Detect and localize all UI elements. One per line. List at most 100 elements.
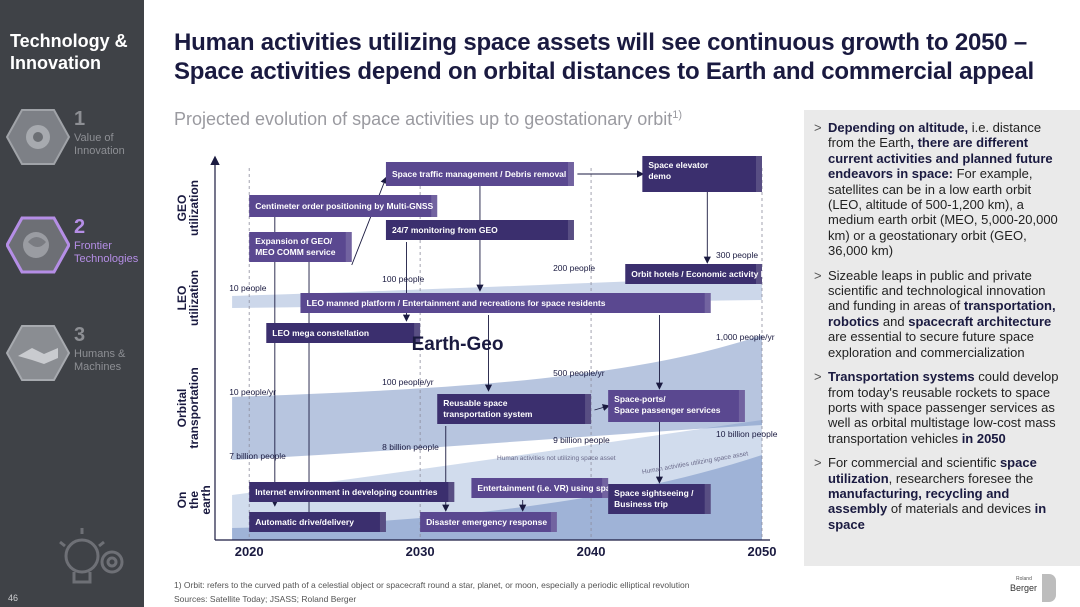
page-title-line-1: Human activities utilizing space assets … (174, 29, 1028, 56)
value-annotation: 10 billion people (716, 429, 778, 439)
activity-box: Disaster emergency response (420, 512, 557, 532)
sidebar-title: Technology & Innovation (10, 31, 128, 73)
sidebar-item-value-of-innovation[interactable]: 1 Value of Innovation (6, 108, 144, 172)
page-title: Human activities utilizing space assets … (174, 28, 1069, 86)
activity-box-label: Disaster emergency response (426, 517, 547, 527)
center-label: Earth-Geo (412, 334, 504, 355)
activity-box: Space sightseeing / Business trip (608, 484, 711, 514)
activity-box-line: demo (648, 171, 671, 181)
activity-box-fade (345, 232, 352, 262)
activity-box-label: Expansion of GEO/MEO COMM service (255, 236, 336, 257)
value-annotation: 200 people (553, 263, 595, 273)
activity-box-bg (385, 162, 574, 186)
page-number: 46 (8, 593, 19, 603)
activity-box-label: Space traffic management / Debris remova… (392, 169, 566, 179)
sidebar-item-frontier-technologies[interactable]: 2 Frontier Technologies (6, 216, 144, 280)
activity-box-label: 24/7 monitoring from GEO (392, 225, 498, 235)
activity-box: Space-ports/Space passenger services (608, 390, 745, 422)
row-label-text: LEOutilization (175, 270, 201, 326)
activity-box-label: LEO manned platform / Entertainment and … (306, 298, 605, 308)
row-label-part: utilization (187, 270, 201, 326)
insight-bullet: Transportation systems could develop fro… (814, 369, 1066, 446)
activity-box-bg (249, 482, 455, 502)
sidebar-item-humans-machines[interactable]: 3 Humans & Machines (6, 324, 144, 388)
dependency-arrow (351, 176, 388, 266)
roland-berger-logo: Roland Berger (1000, 572, 1062, 604)
value-annotation: 10 people/yr (229, 387, 276, 397)
activity-box-label: Internet environment in developing count… (255, 487, 438, 497)
activity-box: Reusable space transportation system (437, 394, 592, 424)
curve-label: Human activities not utilizing space ass… (497, 455, 616, 462)
chart-subtitle-text: Projected evolution of space activities … (174, 109, 673, 129)
row-label-part: transportation (187, 367, 201, 448)
frontier-hexagon-icon (6, 216, 70, 274)
activity-box-line: transportation system (443, 409, 533, 419)
value-annotation: 100 people (382, 274, 424, 284)
activity-box-line: Space elevator (648, 160, 709, 170)
sources: Sources: Satellite Today; JSASS; Roland … (174, 594, 357, 604)
lightbulb-gear-icon (59, 528, 124, 584)
value-annotation: 300 people (716, 250, 758, 260)
row-label-part: the (187, 491, 201, 509)
activity-box-fade (738, 390, 745, 422)
activity-box-line: Expansion of GEO/ (255, 236, 333, 246)
innovation-hexagon-icon (6, 109, 70, 165)
chart-axes (210, 155, 770, 541)
activity-box: Space elevator demo (642, 156, 762, 192)
activity-box: Centimeter order positioning by Multi-GN… (249, 195, 438, 217)
row-labels: GEOutilizationLEOutilizationOrbitaltrans… (175, 180, 213, 515)
activity-box-bg (385, 220, 574, 240)
activity-box: LEO manned platform / Entertainment and … (300, 293, 711, 313)
row-label-part: GEO (175, 195, 189, 222)
logo-small-text: Roland (1016, 576, 1032, 582)
activity-box-label: Space-ports/Space passenger services (614, 394, 721, 415)
insight-bullet: Depending on altitude, i.e. distance fro… (814, 120, 1066, 259)
chart-subtitle: Projected evolution of space activities … (174, 109, 682, 130)
row-label-part: earth (199, 485, 213, 514)
activity-box: Internet environment in developing count… (249, 482, 455, 502)
x-tick-label: 2030 (406, 544, 435, 559)
activity-box-fade (704, 293, 711, 313)
activity-box-bg (471, 478, 609, 498)
sidebar-item-number: 3 (74, 324, 86, 346)
activity-box-fade (704, 484, 711, 514)
activity-box-label: Centimeter order positioning by Multi-GN… (255, 201, 433, 211)
row-label: LEOutilization (175, 270, 201, 326)
activity-box-fade (414, 323, 421, 343)
logo-main-text: Berger (1010, 583, 1038, 593)
activity-box-label: Reusable space transportation system (443, 398, 533, 419)
activity-box-label: Entertainment (i.e. VR) using space (477, 483, 620, 493)
activity-box-label: LEO mega constellation (272, 328, 369, 338)
activity-box-fade (756, 156, 762, 192)
activity-box-line: Reusable space (443, 398, 508, 408)
value-annotation: 9 billion people (553, 435, 610, 445)
activity-box: LEO mega constellation (266, 323, 421, 343)
activity-box-line: MEO COMM service (255, 247, 336, 257)
row-label-text: Orbitaltransportation (175, 367, 201, 448)
row-label: Ontheearth (175, 485, 213, 514)
activity-box-label: Space elevator demo (648, 160, 709, 181)
space-utilization-band (232, 455, 762, 540)
row-label-part: utilization (187, 180, 201, 236)
insight-bullet: For commercial and scientific space util… (814, 455, 1066, 532)
row-label-part: On (175, 492, 189, 509)
sidebar: Technology & Innovation 1 Value of Innov… (0, 0, 144, 607)
sidebar-item-label: Value of Innovation (74, 132, 125, 157)
handshake-hexagon-icon (6, 325, 70, 381)
activity-box-bg (625, 264, 762, 284)
activity-box: Space traffic management / Debris remova… (385, 162, 574, 186)
space-activities-chart: GEOutilizationLEOutilizationOrbitaltrans… (175, 155, 785, 559)
activity-box: Automatic drive/delivery (249, 512, 386, 532)
activity-box-fade (379, 512, 386, 532)
activity-box-bg (608, 484, 711, 514)
activity-box-line: Space-ports/ (614, 394, 666, 404)
activity-box-line: Business trip (614, 499, 668, 509)
activity-box: Entertainment (i.e. VR) using space (471, 478, 620, 498)
activity-box-line: Space passenger services (614, 405, 721, 415)
activity-box-bg (249, 195, 438, 217)
activity-box-bg (420, 512, 557, 532)
activity-box-fade (567, 220, 574, 240)
activity-box-label: Space sightseeing / Business trip (614, 488, 694, 509)
activity-box-fade (602, 478, 609, 498)
row-label-part: Orbital (175, 389, 189, 428)
